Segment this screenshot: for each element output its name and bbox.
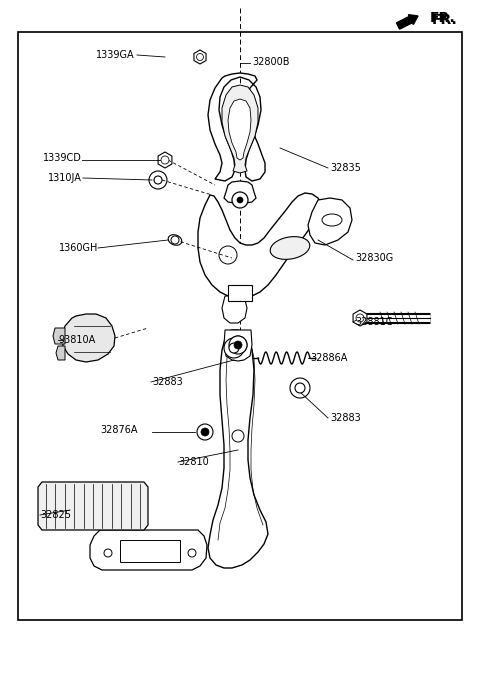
Circle shape bbox=[196, 54, 204, 61]
Text: 1339GA: 1339GA bbox=[96, 50, 135, 60]
Polygon shape bbox=[228, 99, 251, 160]
Polygon shape bbox=[224, 181, 256, 203]
Circle shape bbox=[229, 336, 247, 354]
Polygon shape bbox=[222, 296, 247, 323]
Text: 32835: 32835 bbox=[330, 163, 361, 173]
Circle shape bbox=[161, 156, 169, 164]
Circle shape bbox=[188, 549, 196, 557]
Text: 32881C: 32881C bbox=[355, 317, 393, 327]
Polygon shape bbox=[194, 50, 206, 64]
Text: 32886A: 32886A bbox=[310, 353, 348, 363]
Polygon shape bbox=[90, 530, 207, 570]
Circle shape bbox=[197, 424, 213, 440]
Polygon shape bbox=[198, 193, 322, 298]
Text: 32825: 32825 bbox=[40, 510, 71, 520]
Ellipse shape bbox=[270, 236, 310, 259]
Circle shape bbox=[234, 341, 242, 349]
Text: 32810: 32810 bbox=[178, 457, 209, 467]
Polygon shape bbox=[38, 482, 148, 530]
Circle shape bbox=[154, 176, 162, 184]
Polygon shape bbox=[353, 310, 367, 326]
Polygon shape bbox=[224, 330, 252, 361]
Text: 1310JA: 1310JA bbox=[48, 173, 82, 183]
FancyArrow shape bbox=[396, 14, 418, 29]
Circle shape bbox=[290, 378, 310, 398]
Bar bbox=[18, 32, 462, 620]
Circle shape bbox=[237, 197, 243, 203]
Text: FR.: FR. bbox=[432, 13, 458, 27]
Polygon shape bbox=[208, 330, 268, 568]
Circle shape bbox=[295, 383, 305, 393]
Bar bbox=[120, 540, 180, 562]
Circle shape bbox=[224, 338, 244, 358]
Bar bbox=[228, 285, 252, 301]
Polygon shape bbox=[158, 152, 172, 168]
Circle shape bbox=[356, 314, 364, 322]
Circle shape bbox=[201, 428, 209, 436]
Text: 32830G: 32830G bbox=[355, 253, 393, 263]
Circle shape bbox=[229, 343, 239, 353]
Circle shape bbox=[149, 171, 167, 189]
Circle shape bbox=[232, 192, 248, 208]
Circle shape bbox=[219, 246, 237, 264]
Text: 93810A: 93810A bbox=[58, 335, 95, 345]
Polygon shape bbox=[208, 73, 265, 181]
Ellipse shape bbox=[322, 214, 342, 226]
Polygon shape bbox=[62, 314, 115, 362]
Text: 1360GH: 1360GH bbox=[59, 243, 98, 253]
Circle shape bbox=[104, 549, 112, 557]
Polygon shape bbox=[53, 328, 65, 344]
Circle shape bbox=[232, 430, 244, 442]
Polygon shape bbox=[56, 346, 65, 360]
Text: 32883: 32883 bbox=[152, 377, 183, 387]
Text: 32876A: 32876A bbox=[100, 425, 137, 435]
Text: 32883: 32883 bbox=[330, 413, 361, 423]
Text: FR.: FR. bbox=[430, 11, 456, 25]
Polygon shape bbox=[222, 85, 258, 173]
Ellipse shape bbox=[168, 235, 182, 245]
Text: 32800B: 32800B bbox=[252, 57, 289, 67]
Circle shape bbox=[229, 336, 247, 354]
Circle shape bbox=[171, 236, 179, 244]
Polygon shape bbox=[308, 198, 352, 245]
Text: 1339CD: 1339CD bbox=[43, 153, 82, 163]
